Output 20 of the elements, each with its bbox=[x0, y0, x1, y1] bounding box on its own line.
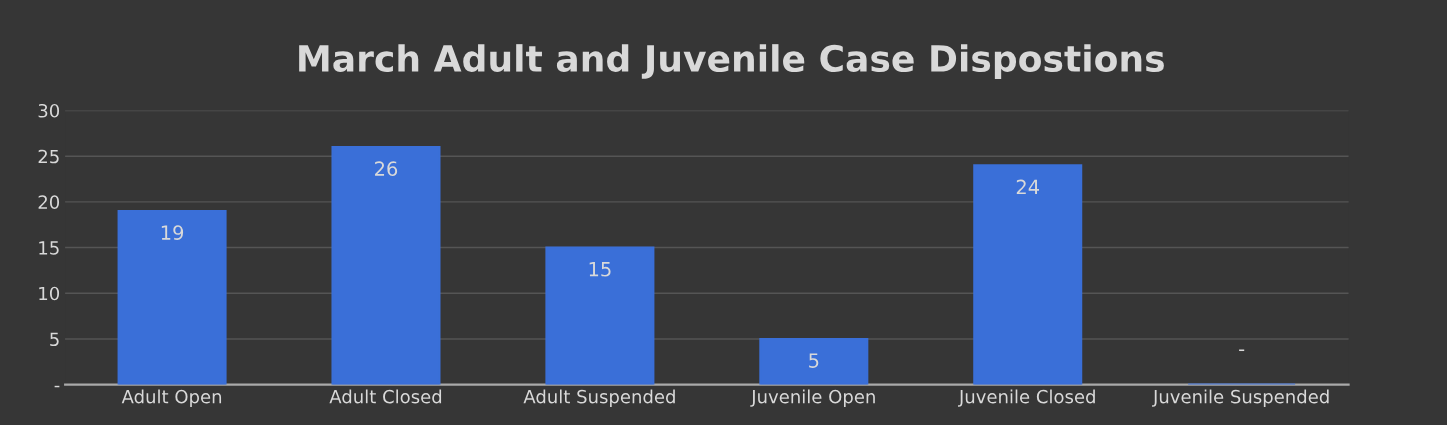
chart-title: March Adult and Juvenile Case Dispostions bbox=[299, 44, 1164, 80]
data-label: 24 bbox=[1016, 179, 1040, 194]
data-label: 5 bbox=[809, 353, 819, 368]
data-label: 19 bbox=[161, 225, 184, 240]
x-tick-label: Juvenile Suspended bbox=[1152, 389, 1329, 407]
x-tick-label: Adult Suspended bbox=[523, 389, 675, 407]
x-tick-label: Adult Closed bbox=[329, 389, 442, 404]
y-tick-label: 5 bbox=[50, 332, 59, 347]
x-tick-label: Juvenile Open bbox=[750, 389, 875, 407]
x-tick-label: Juvenile Closed bbox=[958, 389, 1095, 407]
y-tick-label: 25 bbox=[38, 149, 59, 164]
y-tick-label: - bbox=[54, 385, 60, 388]
data-label: 15 bbox=[589, 262, 611, 277]
y-tick-label: 20 bbox=[38, 195, 60, 209]
y-tick-label: 10 bbox=[39, 286, 60, 301]
data-label: 26 bbox=[375, 161, 398, 176]
y-tick-label: 30 bbox=[38, 103, 60, 118]
data-label: - bbox=[1239, 349, 1245, 352]
y-tick-label: 15 bbox=[39, 241, 59, 255]
x-tick-label: Adult Open bbox=[121, 389, 222, 407]
